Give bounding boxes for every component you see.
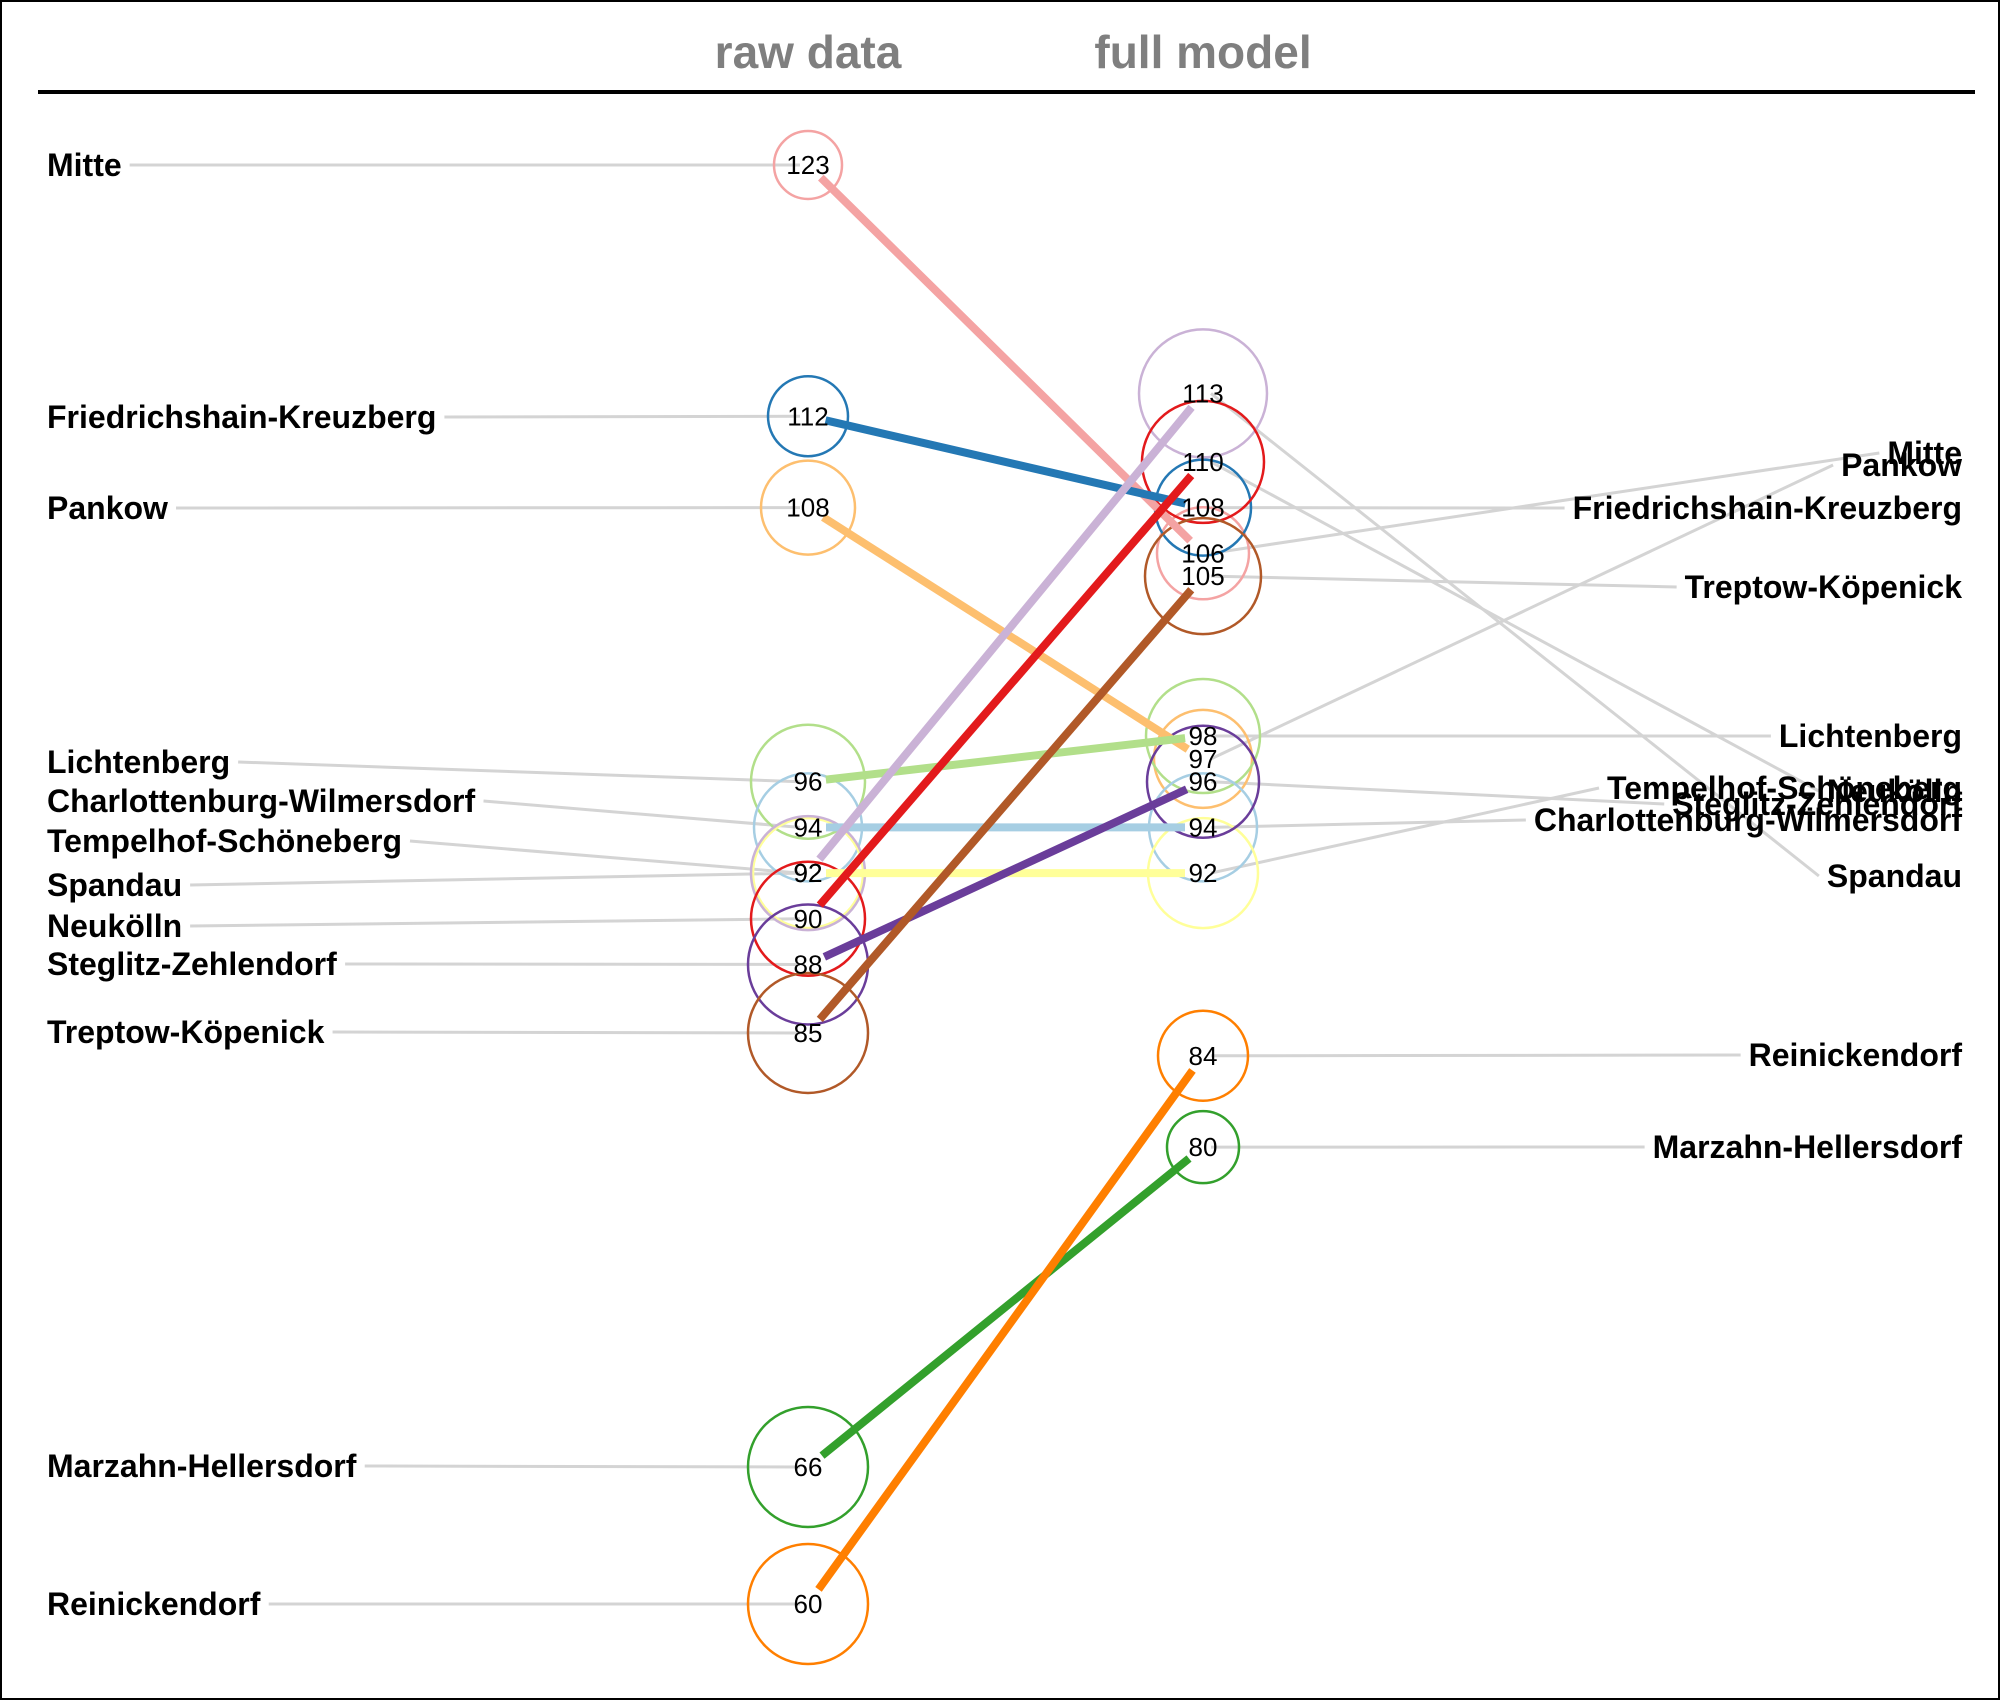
value-model-marzahn-hellersdorf: 80 <box>1189 1132 1218 1162</box>
slope-spandau <box>816 404 1195 862</box>
label-raw-steglitz-zehlendorf: Steglitz-Zehlendorf <box>47 946 337 982</box>
value-circles <box>746 129 1269 1666</box>
slope-reinickendorf <box>815 1068 1196 1592</box>
value-model-spandau: 113 <box>1182 378 1223 408</box>
circle-model-reinickendorf <box>1156 1009 1250 1103</box>
leader-model-treptow-kopenick <box>1210 574 1677 589</box>
leader-model-charlottenburg-wilmersdorf <box>1210 818 1526 829</box>
circle-model-steglitz-zehlendorf <box>1145 724 1261 839</box>
label-model-mitte: Mitte <box>1887 435 1962 471</box>
label-raw-treptow-kopenick: Treptow-Köpenick <box>47 1014 325 1050</box>
value-raw-tempelhof-schoneberg: 92 <box>794 858 823 888</box>
leader-model-spandau <box>1210 392 1820 878</box>
label-model-pankow: Pankow <box>1841 447 1962 483</box>
value-raw-mitte: 123 <box>786 150 829 180</box>
value-raw-reinickendorf: 60 <box>794 1589 823 1619</box>
leader-raw-tempelhof-schoneberg <box>409 839 801 875</box>
value-model-reinickendorf: 84 <box>1189 1041 1218 1071</box>
leader-lines <box>129 163 1880 1606</box>
slope-steglitz-zehlendorf <box>822 785 1189 961</box>
leader-model-reinickendorf <box>1210 1053 1741 1058</box>
label-model-spandau: Spandau <box>1827 858 1962 894</box>
column-header-model: full model <box>1094 26 1311 78</box>
leader-raw-spandau <box>190 871 801 887</box>
circle-model-spandau <box>1137 328 1269 459</box>
label-raw-marzahn-hellersdorf: Marzahn-Hellersdorf <box>47 1448 357 1484</box>
label-raw-tempelhof-schoneberg: Tempelhof-Schöneberg <box>47 823 402 859</box>
value-model-pankow: 97 <box>1189 744 1218 774</box>
label-model-marzahn-hellersdorf: Marzahn-Hellersdorf <box>1653 1129 1963 1165</box>
value-raw-charlottenburg-wilmersdorf: 94 <box>794 812 823 842</box>
slope-marzahn-hellersdorf <box>819 1155 1192 1459</box>
value-model-neukolln: 110 <box>1182 447 1223 477</box>
circle-model-pankow <box>1152 708 1254 810</box>
value-raw-lichtenberg: 96 <box>794 767 823 797</box>
slope-treptow-kopenick <box>816 587 1195 1022</box>
value-raw-pankow: 108 <box>786 493 829 523</box>
value-model-charlottenburg-wilmersdorf: 94 <box>1189 812 1218 842</box>
leader-model-steglitz-zehlendorf <box>1210 780 1665 806</box>
circle-model-marzahn-hellersdorf <box>1165 1109 1241 1185</box>
circle-model-treptow-kopenick <box>1143 516 1263 636</box>
leader-model-tempelhof-schoneberg <box>1210 786 1600 875</box>
label-model-lichtenberg: Lichtenberg <box>1779 718 1962 754</box>
circle-model-mitte <box>1155 506 1251 601</box>
label-raw-pankow: Pankow <box>47 490 168 526</box>
label-raw-lichtenberg: Lichtenberg <box>47 744 230 780</box>
value-raw-marzahn-hellersdorf: 66 <box>794 1452 823 1482</box>
label-model-treptow-kopenick: Treptow-Köpenick <box>1685 569 1963 605</box>
circle-raw-lichtenberg <box>749 723 867 840</box>
leader-raw-treptow-kopenick <box>332 1030 801 1035</box>
circle-raw-treptow-kopenick <box>746 971 870 1095</box>
label-model-friedrichshain-kreuzberg: Friedrichshain-Kreuzberg <box>1573 490 1962 526</box>
circle-raw-mitte <box>772 129 844 201</box>
leader-raw-lichtenberg <box>238 760 801 784</box>
value-model-steglitz-zehlendorf: 96 <box>1189 767 1218 797</box>
value-raw-neukolln: 90 <box>794 904 823 934</box>
slope-neukolln <box>816 472 1195 908</box>
label-raw-neukolln: Neukölln <box>47 908 182 944</box>
leader-raw-marzahn-hellersdorf <box>364 1464 801 1469</box>
label-raw-friedrichshain-kreuzberg: Friedrichshain-Kreuzberg <box>47 399 436 435</box>
value-raw-friedrichshain-kreuzberg: 112 <box>787 401 828 431</box>
leader-raw-friedrichshain-kreuzberg <box>444 414 801 419</box>
leader-model-mitte <box>1210 451 1880 555</box>
value-model-treptow-kopenick: 105 <box>1181 561 1224 591</box>
label-model-reinickendorf: Reinickendorf <box>1749 1037 1963 1073</box>
value-model-friedrichshain-kreuzberg: 108 <box>1181 493 1224 523</box>
circle-raw-reinickendorf <box>746 1542 870 1666</box>
value-model-lichtenberg: 98 <box>1189 721 1218 751</box>
leader-model-pankow <box>1210 463 1834 761</box>
label-raw-mitte: Mitte <box>47 147 122 183</box>
label-raw-charlottenburg-wilmersdorf: Charlottenburg-Wilmersdorf <box>47 783 476 819</box>
value-raw-treptow-kopenick: 85 <box>794 1018 823 1048</box>
leader-raw-neukolln <box>190 917 801 928</box>
circle-raw-friedrichshain-kreuzberg <box>766 375 850 458</box>
label-model-tempelhof-schoneberg: Tempelhof-Schöneberg <box>1607 770 1962 806</box>
slope-lines <box>815 174 1196 1592</box>
label-model-neukolln: Neukölln <box>1827 773 1962 809</box>
leader-model-neukolln <box>1210 460 1820 793</box>
value-model-mitte: 106 <box>1181 538 1224 568</box>
value-raw-steglitz-zehlendorf: 88 <box>794 949 823 979</box>
column-header-raw: raw data <box>715 26 902 78</box>
district-labels: Mitte Mitte Friedrichshain-Kreuzberg Friedr… <box>47 147 1962 1622</box>
label-raw-spandau: Spandau <box>47 867 182 903</box>
leader-raw-charlottenburg-wilmersdorf <box>483 799 801 829</box>
value-raw-spandau: 92 <box>794 858 823 888</box>
circle-raw-marzahn-hellersdorf <box>746 1405 870 1529</box>
label-raw-reinickendorf: Reinickendorf <box>47 1586 261 1622</box>
circle-raw-pankow <box>759 459 857 556</box>
circle-model-lichtenberg <box>1144 677 1262 795</box>
label-model-steglitz-zehlendorf: Steglitz-Zehlendorf <box>1672 786 1962 822</box>
label-model-charlottenburg-wilmersdorf: Charlottenburg-Wilmersdorf <box>1534 802 1963 838</box>
value-model-tempelhof-schoneberg: 92 <box>1189 858 1218 888</box>
circle-raw-neukolln <box>749 860 867 978</box>
